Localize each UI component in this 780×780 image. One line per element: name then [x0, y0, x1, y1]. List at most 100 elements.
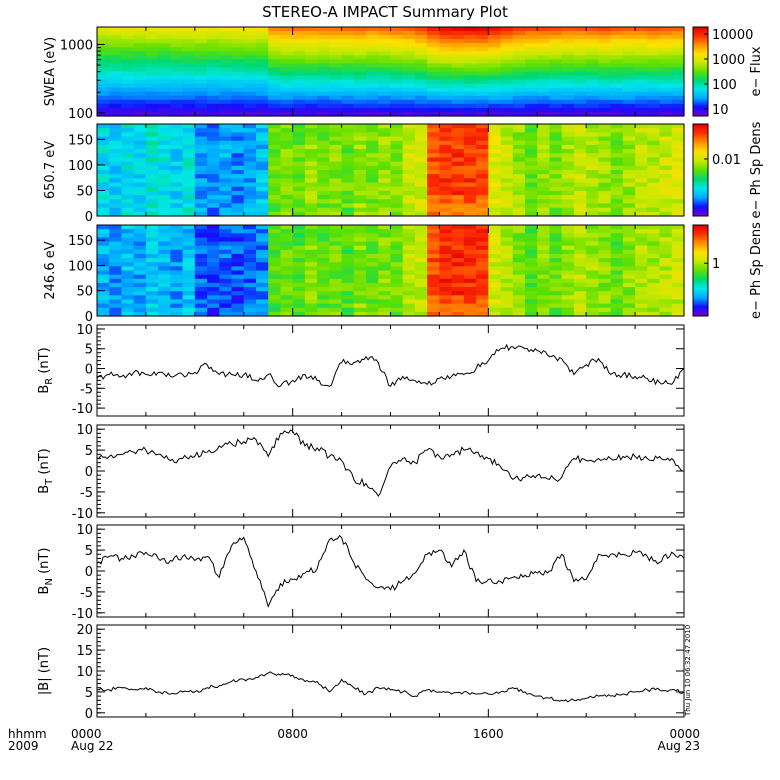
- spectrogram-cell: [427, 140, 441, 146]
- spectrogram-cell: [622, 103, 636, 109]
- spectrogram-cell: [366, 27, 379, 32]
- spectrogram-cell: [158, 266, 171, 272]
- spectrogram-cell: [231, 270, 245, 276]
- spectrogram-cell: [182, 132, 196, 138]
- spectrogram-cell: [121, 140, 135, 146]
- spectrogram-cell: [488, 99, 502, 105]
- spectrogram-cell: [671, 153, 685, 159]
- spectrogram-cell: [353, 295, 367, 301]
- spectrogram-cell: [378, 174, 392, 179]
- spectrogram-cell: [451, 282, 465, 288]
- spectrogram-cell: [341, 149, 355, 154]
- spectrogram-cell: [659, 270, 673, 276]
- spectrogram-cell: [500, 83, 514, 89]
- spectrogram-cell: [525, 207, 538, 213]
- spectrogram-cell: [97, 51, 110, 56]
- spectrogram-cell: [525, 47, 538, 52]
- spectrogram-cell: [255, 95, 269, 101]
- spectrogram-cell: [243, 111, 257, 117]
- spectrogram-cell: [231, 51, 245, 56]
- spectrogram-cell: [329, 311, 343, 317]
- spectrogram-cell: [353, 303, 367, 309]
- spectrogram-cell: [586, 91, 599, 97]
- spectrogram-cell: [292, 186, 306, 192]
- spectrogram-cell: [463, 174, 477, 179]
- spectrogram-cell: [304, 83, 318, 89]
- spectrogram-cell: [439, 144, 453, 150]
- spectrogram-cell: [255, 262, 269, 267]
- spectrogram-cell: [97, 182, 110, 188]
- spectrogram-cell: [182, 311, 196, 317]
- spectrogram-cell: [622, 253, 636, 259]
- spectrogram-cell: [317, 174, 330, 179]
- spectrogram-cell: [463, 31, 477, 36]
- spectrogram-cell: [439, 161, 453, 167]
- spectrogram-cell: [451, 211, 465, 217]
- spectrogram-cell: [476, 165, 489, 171]
- spectrogram-cell: [353, 51, 367, 56]
- spectrogram-cell: [121, 67, 135, 73]
- spectrogram-cell: [659, 287, 673, 292]
- spectrogram-cell: [549, 79, 563, 85]
- spectrogram-cell: [353, 258, 367, 263]
- y-tick-label: 150: [68, 133, 93, 148]
- spectrogram-cell: [549, 291, 563, 296]
- spectrogram-cell: [439, 39, 453, 44]
- spectrogram-cell: [182, 245, 196, 251]
- spectrogram-cell: [194, 249, 208, 255]
- spectrogram-cell: [451, 182, 465, 188]
- spectrogram-cell: [598, 195, 612, 200]
- spectrogram-cell: [280, 128, 294, 133]
- spectrogram-cell: [219, 63, 233, 69]
- spectrogram-cell: [635, 299, 648, 305]
- spectrogram-cell: [97, 59, 110, 65]
- spectrogram-cell: [317, 83, 330, 89]
- spectrogram-cell: [353, 107, 367, 113]
- spectrogram-cell: [635, 170, 648, 175]
- spectrogram-cell: [194, 149, 208, 154]
- spectrogram-cell: [671, 262, 685, 267]
- spectrogram-cell: [622, 39, 636, 44]
- spectrogram-cell: [390, 274, 404, 280]
- spectrogram-cell: [329, 153, 343, 159]
- spectrogram-cell: [647, 241, 661, 247]
- spectrogram-cell: [586, 229, 599, 234]
- spectrogram-cell: [549, 311, 563, 317]
- spectrogram-cell: [427, 107, 441, 113]
- y-label-main: B: [37, 485, 52, 494]
- spectrogram-cell: [659, 144, 673, 150]
- spectrogram-cell: [133, 55, 147, 60]
- spectrogram-cell: [219, 170, 233, 175]
- spectrogram-cell: [537, 71, 551, 77]
- spectrogram-cell: [366, 132, 379, 138]
- spectrogram-cell: [488, 35, 502, 40]
- spectrogram-cell: [194, 79, 208, 85]
- spectrogram-cell: [207, 27, 220, 32]
- spectrogram-cell: [610, 274, 624, 280]
- spectrogram-cell: [463, 111, 477, 117]
- spectrogram-cell: [158, 170, 171, 175]
- spectrogram-cell: [292, 258, 306, 263]
- spectrogram-cell: [145, 274, 159, 280]
- spectrogram-cell: [586, 83, 599, 89]
- spectrogram-cell: [231, 27, 245, 32]
- spectrogram-cell: [353, 241, 367, 247]
- spectrogram-cell: [635, 307, 648, 313]
- spectrogram-cell: [255, 31, 269, 36]
- spectrogram-cell: [292, 144, 306, 150]
- spectrogram-cell: [194, 55, 208, 60]
- spectrogram-cell: [378, 282, 392, 288]
- spectrogram-cell: [145, 55, 159, 60]
- spectrogram-cell: [598, 199, 612, 205]
- spectrogram-cell: [476, 149, 489, 154]
- spectrogram-cell: [268, 287, 282, 292]
- y-tick-label: 0: [85, 565, 93, 580]
- spectrogram-cell: [207, 274, 220, 280]
- spectrogram-cell: [145, 241, 159, 247]
- spectrogram-cell: [463, 233, 477, 239]
- spectrogram-cell: [463, 157, 477, 163]
- spectrogram-cell: [109, 83, 123, 89]
- spectrogram-cell: [329, 99, 343, 105]
- spectrogram-cell: [219, 195, 233, 200]
- spectrogram-cell: [366, 245, 379, 251]
